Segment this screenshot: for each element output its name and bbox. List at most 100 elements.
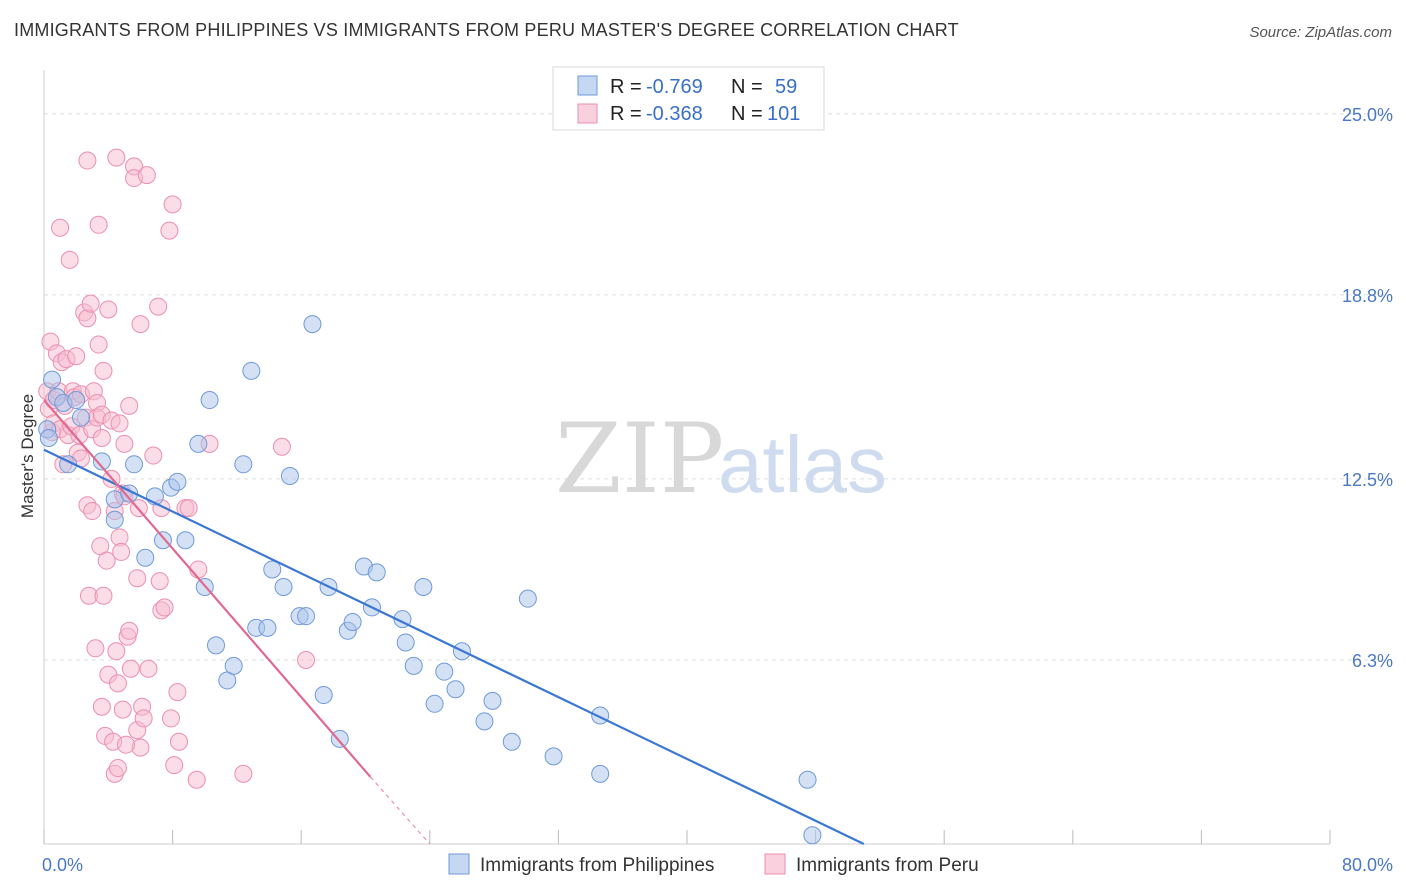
point-philippines [258, 618, 277, 637]
point-peru [112, 542, 131, 561]
legend-box [552, 66, 825, 131]
point-peru [179, 499, 198, 518]
point-peru [89, 335, 108, 354]
point-peru [144, 446, 163, 465]
point-philippines [367, 563, 386, 582]
legend-n-value-philippines: 59 [775, 76, 797, 98]
y-tick-label: 25.0% [1342, 105, 1393, 125]
point-peru [161, 709, 180, 728]
point-philippines [242, 361, 261, 380]
point-philippines [425, 694, 444, 713]
point-peru [168, 683, 187, 702]
point-peru [165, 756, 184, 775]
point-philippines [105, 510, 124, 529]
point-philippines [483, 691, 502, 710]
point-peru [67, 347, 86, 366]
point-philippines [591, 764, 610, 783]
point-peru [86, 639, 105, 658]
y-tick-labels: 6.3% 12.5% 18.8% 25.0% [1342, 105, 1393, 671]
legend-swatch-peru [577, 103, 598, 124]
x-tick-label-min: 0.0% [42, 855, 83, 875]
point-peru [108, 674, 127, 693]
point-peru [99, 300, 118, 319]
point-philippines [224, 656, 243, 675]
point-peru [94, 586, 113, 605]
bottom-legend-label-philippines: Immigrants from Philippines [480, 855, 714, 876]
point-peru [149, 297, 168, 316]
x-tick-label-max: 80.0% [1342, 855, 1393, 875]
point-philippines [544, 747, 563, 766]
point-peru [131, 315, 150, 334]
point-peru [115, 434, 134, 453]
trend-line-philippines [43, 448, 865, 845]
point-peru [163, 195, 182, 214]
point-philippines [297, 607, 316, 626]
point-philippines [803, 826, 822, 845]
point-peru [189, 560, 208, 579]
point-peru [150, 572, 169, 591]
y-tick-label: 12.5% [1342, 470, 1393, 490]
legend-r-value-peru: -0.368 [646, 103, 703, 125]
point-philippines [92, 452, 111, 471]
point-peru [60, 250, 79, 269]
series-peru-points [38, 148, 316, 789]
y-tick-label: 18.8% [1342, 286, 1393, 306]
point-philippines [200, 391, 219, 410]
y-axis-label: Master's Degree [18, 394, 37, 518]
y-tick-label: 6.3% [1352, 651, 1393, 671]
point-peru [116, 735, 135, 754]
point-philippines [446, 680, 465, 699]
legend-n-value-peru: 101 [767, 103, 800, 125]
trend-line-peru [43, 399, 372, 778]
point-peru [234, 764, 253, 783]
point-philippines [502, 732, 521, 751]
trend-line-peru-extension [369, 776, 431, 845]
point-peru [78, 151, 97, 170]
point-philippines [414, 577, 433, 596]
watermark: ZIP atlas [555, 403, 887, 515]
point-peru [78, 309, 97, 328]
legend-r-label-philippines: R = [610, 76, 642, 98]
point-peru [107, 642, 126, 661]
point-peru [97, 551, 116, 570]
point-peru [113, 700, 132, 719]
point-peru [120, 621, 139, 640]
legend-n-label-peru: N = [731, 103, 763, 125]
point-philippines [330, 729, 349, 748]
legend-r-value-philippines: -0.769 [646, 76, 703, 98]
point-philippines [67, 391, 86, 410]
point-philippines [207, 636, 226, 655]
point-peru [137, 166, 156, 185]
point-philippines [404, 656, 423, 675]
point-philippines [136, 548, 155, 567]
point-philippines [518, 589, 537, 608]
point-peru [121, 659, 140, 678]
point-philippines [314, 686, 333, 705]
point-peru [139, 659, 158, 678]
point-philippines [435, 662, 454, 681]
point-peru [81, 294, 100, 313]
point-philippines [189, 434, 208, 453]
point-philippines [39, 429, 58, 448]
point-philippines [168, 472, 187, 491]
point-peru [131, 738, 150, 757]
point-philippines [475, 712, 494, 731]
point-peru [187, 770, 206, 789]
trend-lines [43, 399, 865, 845]
point-peru [89, 215, 108, 234]
point-peru [155, 598, 174, 617]
point-peru [51, 218, 70, 237]
bottom-legend: Immigrants from Philippines Immigrants f… [448, 853, 979, 876]
series-philippines-points [38, 315, 822, 845]
point-philippines [274, 577, 293, 596]
point-philippines [263, 560, 282, 579]
point-peru [92, 697, 111, 716]
point-peru [92, 429, 111, 448]
point-peru [83, 502, 102, 521]
point-philippines [280, 466, 299, 485]
point-philippines [343, 613, 362, 632]
legend-swatch-philippines [577, 75, 598, 96]
legend-r-label-peru: R = [610, 103, 642, 125]
bottom-legend-swatch-peru [764, 853, 786, 875]
